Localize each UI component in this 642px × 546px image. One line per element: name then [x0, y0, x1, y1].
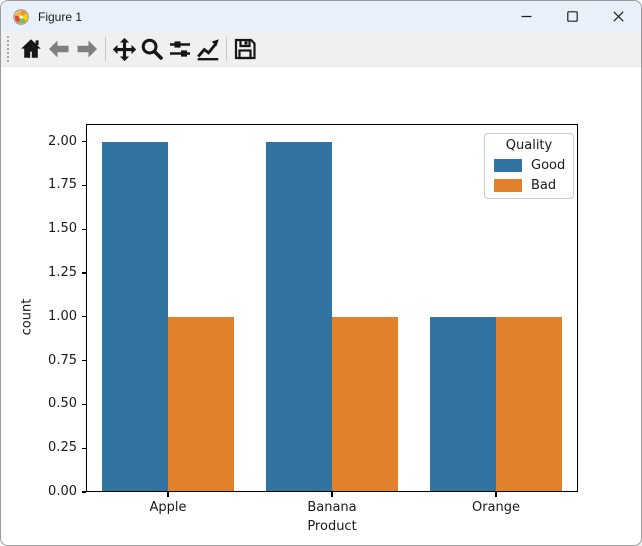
- legend-label: Good: [531, 158, 566, 173]
- chart-legend: Quality Good Bad: [484, 133, 574, 199]
- back-arrow-icon: [49, 40, 69, 58]
- y-tickmark: [81, 184, 86, 187]
- y-tick-label: 0.75: [48, 352, 77, 368]
- y-tickmark: [81, 491, 86, 493]
- titlebar[interactable]: Figure 1: [1, 1, 641, 32]
- legend-title: Quality: [505, 138, 553, 153]
- toolbar-separator: [105, 37, 106, 61]
- save-floppy-icon: [234, 38, 256, 60]
- y-tickmark: [81, 140, 86, 143]
- legend-label: Bad: [531, 178, 557, 193]
- bar-good-orange: [430, 316, 496, 492]
- save-button[interactable]: [231, 35, 259, 64]
- matplotlib-logo-icon: [13, 8, 29, 25]
- pan-arrows-icon: [112, 37, 136, 61]
- maximize-icon: [566, 11, 578, 22]
- bar-bad-apple: [168, 316, 234, 492]
- y-tickmark: [81, 316, 86, 318]
- toolbar-separator: [226, 37, 227, 61]
- x-tick-label-orange: Orange: [471, 500, 521, 515]
- home-icon: [21, 39, 41, 58]
- window-controls: [503, 1, 641, 32]
- x-tickmark: [495, 492, 497, 497]
- y-tickmark: [81, 228, 86, 230]
- bar-bad-orange: [496, 316, 562, 492]
- x-tickmark: [167, 492, 169, 497]
- minimize-icon: [521, 15, 531, 18]
- y-tickmark: [81, 359, 86, 362]
- y-tick-label: 0.50: [48, 396, 77, 412]
- line-chart-icon: [197, 39, 219, 61]
- configure-subplots-button[interactable]: [166, 35, 194, 64]
- maximize-button[interactable]: [549, 1, 595, 32]
- legend-entry-bad: Bad: [494, 178, 564, 193]
- y-tickmark: [81, 272, 86, 274]
- zoom-magnifier-icon: [141, 38, 163, 60]
- navigation-toolbar: [1, 32, 641, 67]
- y-tick-label: 1.50: [48, 221, 77, 237]
- toolbar-grip[interactable]: [7, 36, 12, 62]
- y-tick-label: 1.00: [48, 308, 77, 324]
- figure-canvas[interactable]: count Product Quality Good Bad 0.00 0.25 0.…: [1, 67, 641, 545]
- legend-swatch-good: [494, 159, 522, 172]
- x-axis-label: Product: [307, 519, 357, 534]
- home-button[interactable]: [17, 35, 45, 64]
- x-tickmark: [331, 492, 333, 497]
- x-tick-label-apple: Apple: [149, 500, 187, 515]
- y-tick-label: 0.00: [48, 484, 77, 499]
- window-title: Figure 1: [38, 9, 83, 24]
- legend-swatch-bad: [494, 179, 522, 192]
- close-icon: [612, 11, 624, 22]
- back-button[interactable]: [45, 35, 73, 64]
- bar-good-apple: [102, 141, 168, 492]
- forward-arrow-icon: [77, 40, 97, 58]
- edit-axis-button[interactable]: [194, 35, 222, 64]
- y-tickmark: [81, 403, 86, 406]
- close-button[interactable]: [595, 1, 641, 32]
- y-tick-label: 1.25: [48, 264, 77, 280]
- minimize-button[interactable]: [503, 1, 549, 32]
- y-tickmark: [81, 447, 86, 449]
- y-tick-label: 0.25: [48, 440, 77, 456]
- bar-good-banana: [266, 141, 332, 492]
- forward-button[interactable]: [73, 35, 101, 64]
- y-tick-label: 1.75: [48, 177, 77, 193]
- pan-button[interactable]: [110, 35, 138, 64]
- x-tick-label-banana: Banana: [307, 500, 357, 515]
- y-tick-label: 2.00: [48, 133, 77, 149]
- sliders-icon: [170, 41, 190, 57]
- bar-bad-banana: [332, 316, 398, 492]
- zoom-button[interactable]: [138, 35, 166, 64]
- legend-entry-good: Good: [494, 158, 566, 173]
